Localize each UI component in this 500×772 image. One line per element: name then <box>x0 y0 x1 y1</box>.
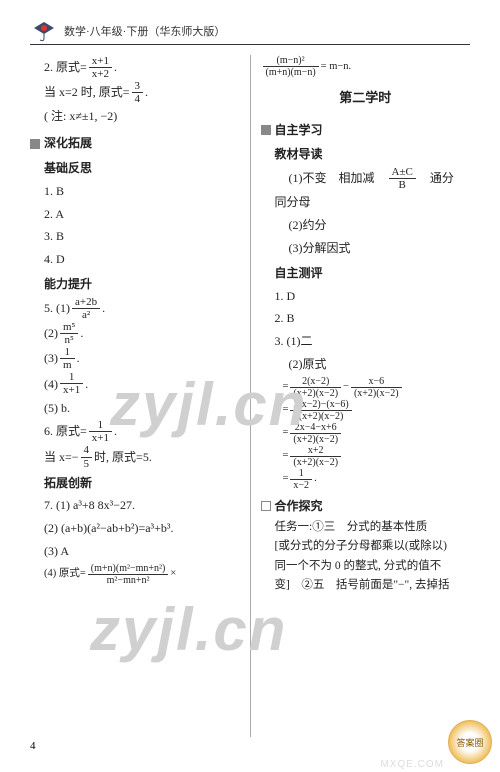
corner-badge-icon: 答案圈 <box>448 720 492 764</box>
eq3: = 2x−4−x+6(x+2)(x−2) <box>275 422 471 445</box>
a7-1: 7. (1) a³+8 8x³−27. <box>44 494 240 517</box>
school-pin-icon <box>30 20 58 42</box>
a7-3: (3) A <box>44 540 240 563</box>
a5-2: (2) m⁵n⁵ . <box>44 321 240 346</box>
task-line: 变] ②五 括号前面是"−", 去掉括 <box>275 576 471 596</box>
lesson-title: 第二学时 <box>261 86 471 111</box>
answer: 2. A <box>44 203 240 226</box>
a5-4: (4) 1x+1 . <box>44 371 240 396</box>
answer: 3. B <box>44 225 240 248</box>
q2-note: ( 注: x≠±1, −2) <box>44 105 240 128</box>
text: . <box>114 56 117 79</box>
a7-4: (4) 原式= (m+n)(m²−mn+n²)m²−mn+n² × <box>44 563 240 586</box>
right-column: (m−n)²(m+n)(m−n) = m−n. 第二学时 自主学习 教材导读 (… <box>250 55 471 737</box>
r2: 同分母 <box>275 191 471 214</box>
subsection-innovate: 拓展创新 <box>44 472 240 495</box>
text: . <box>145 81 148 104</box>
header-title: 数学·八年级·下册（华东师大版） <box>64 23 225 39</box>
r4: (3)分解因式 <box>275 237 471 260</box>
b1: 1. D <box>275 285 471 308</box>
r1: (1)不变 相加减 A±CB 通分 <box>275 166 471 191</box>
answer: 1. B <box>44 180 240 203</box>
q2-line1: 2. 原式= x+1x+2 . <box>44 55 240 80</box>
section-selfstudy: 自主学习 <box>261 119 471 142</box>
right-top-eq: (m−n)²(m+n)(m−n) = m−n. <box>261 55 471 78</box>
r3: (2)约分 <box>275 214 471 237</box>
q2-line2: 当 x=2 时, 原式= 34 . <box>44 80 240 105</box>
page-header: 数学·八年级·下册（华东师大版） <box>30 20 470 45</box>
corner-url: MXQE.COM <box>380 759 444 770</box>
page-number: 4 <box>30 740 36 752</box>
b3: 3. (1)二 <box>275 330 471 353</box>
b4: (2)原式 <box>275 353 471 376</box>
text: 2. 原式= <box>44 56 87 79</box>
subsection-guide: 教材导读 <box>275 143 471 166</box>
task-line: [或分式的分子分母都乘以(或除以) <box>275 537 471 557</box>
subsection-selftest: 自主测评 <box>275 262 471 285</box>
section-deepen: 深化拓展 <box>30 132 240 155</box>
a5-3: (3) 1m . <box>44 346 240 371</box>
subsection-basic: 基础反思 <box>44 157 240 180</box>
a6-line2: 当 x=− 45 时, 原式=5. <box>44 444 240 469</box>
a6: 6. 原式= 1x+1 . <box>44 419 240 444</box>
a7-2: (2) (a+b)(a²−ab+b²)=a³+b³. <box>44 517 240 540</box>
text: 当 x=2 时, 原式= <box>44 81 130 104</box>
eq1: = 2(x−2)(x+2)(x−2) − x−6(x+2)(x−2) <box>275 376 471 399</box>
a5-1: 5. (1) a+2ba² . <box>44 296 240 321</box>
left-column: 2. 原式= x+1x+2 . 当 x=2 时, 原式= 34 . ( 注: x… <box>30 55 250 737</box>
task-line: 同一个不为 0 的整式, 分式的值不 <box>275 557 471 577</box>
task-line: 任务一:①三 分式的基本性质 <box>275 518 471 538</box>
eq4: = x+2(x+2)(x−2) <box>275 445 471 468</box>
b2: 2. B <box>275 307 471 330</box>
eq5: = 1x−2 . <box>275 468 471 491</box>
answer: 4. D <box>44 248 240 271</box>
a5-5: (5) b. <box>44 397 240 420</box>
eq2: = 2(x−2)−(x−6)(x+2)(x−2) <box>275 399 471 422</box>
subsection-ability: 能力提升 <box>44 273 240 296</box>
section-coop: 合作探究 <box>261 495 471 518</box>
